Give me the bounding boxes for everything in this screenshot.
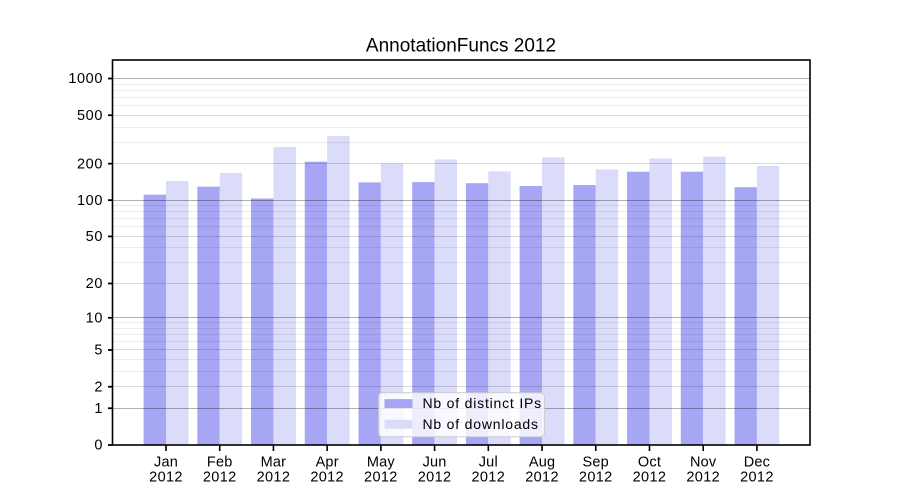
svg-text:Aug: Aug [529, 455, 555, 471]
svg-text:Oct: Oct [638, 455, 661, 471]
svg-text:Nb of downloads: Nb of downloads [423, 416, 539, 432]
svg-text:2012: 2012 [740, 470, 774, 486]
svg-text:Jun: Jun [423, 455, 447, 471]
svg-text:Jan: Jan [154, 455, 178, 471]
svg-text:2: 2 [94, 379, 103, 395]
svg-text:May: May [367, 455, 396, 471]
svg-text:Sep: Sep [583, 455, 609, 471]
svg-text:2012: 2012 [525, 470, 559, 486]
svg-text:50: 50 [86, 229, 103, 245]
svg-text:2012: 2012 [686, 470, 720, 486]
svg-text:Feb: Feb [207, 455, 233, 471]
svg-text:20: 20 [86, 276, 103, 292]
svg-text:AnnotationFuncs 2012: AnnotationFuncs 2012 [366, 36, 556, 57]
svg-text:1: 1 [94, 401, 103, 417]
svg-text:10: 10 [86, 310, 103, 326]
svg-text:Apr: Apr [316, 455, 339, 471]
svg-text:0: 0 [94, 438, 103, 454]
svg-text:2012: 2012 [310, 470, 344, 486]
svg-text:500: 500 [77, 108, 103, 124]
svg-text:2012: 2012 [364, 470, 398, 486]
svg-text:2012: 2012 [257, 470, 291, 486]
svg-text:2012: 2012 [149, 470, 183, 486]
svg-text:Nb of distinct IPs: Nb of distinct IPs [423, 395, 542, 411]
svg-text:2012: 2012 [471, 470, 505, 486]
svg-text:100: 100 [77, 193, 103, 209]
svg-text:1000: 1000 [68, 71, 103, 87]
svg-text:2012: 2012 [633, 470, 667, 486]
svg-text:Dec: Dec [744, 455, 770, 471]
svg-text:2012: 2012 [418, 470, 452, 486]
svg-text:200: 200 [77, 156, 103, 172]
svg-text:5: 5 [94, 343, 103, 359]
svg-text:2012: 2012 [203, 470, 237, 486]
svg-text:2012: 2012 [579, 470, 613, 486]
svg-text:Jul: Jul [479, 455, 498, 471]
svg-text:Mar: Mar [261, 455, 287, 471]
svg-text:Nov: Nov [690, 455, 717, 471]
